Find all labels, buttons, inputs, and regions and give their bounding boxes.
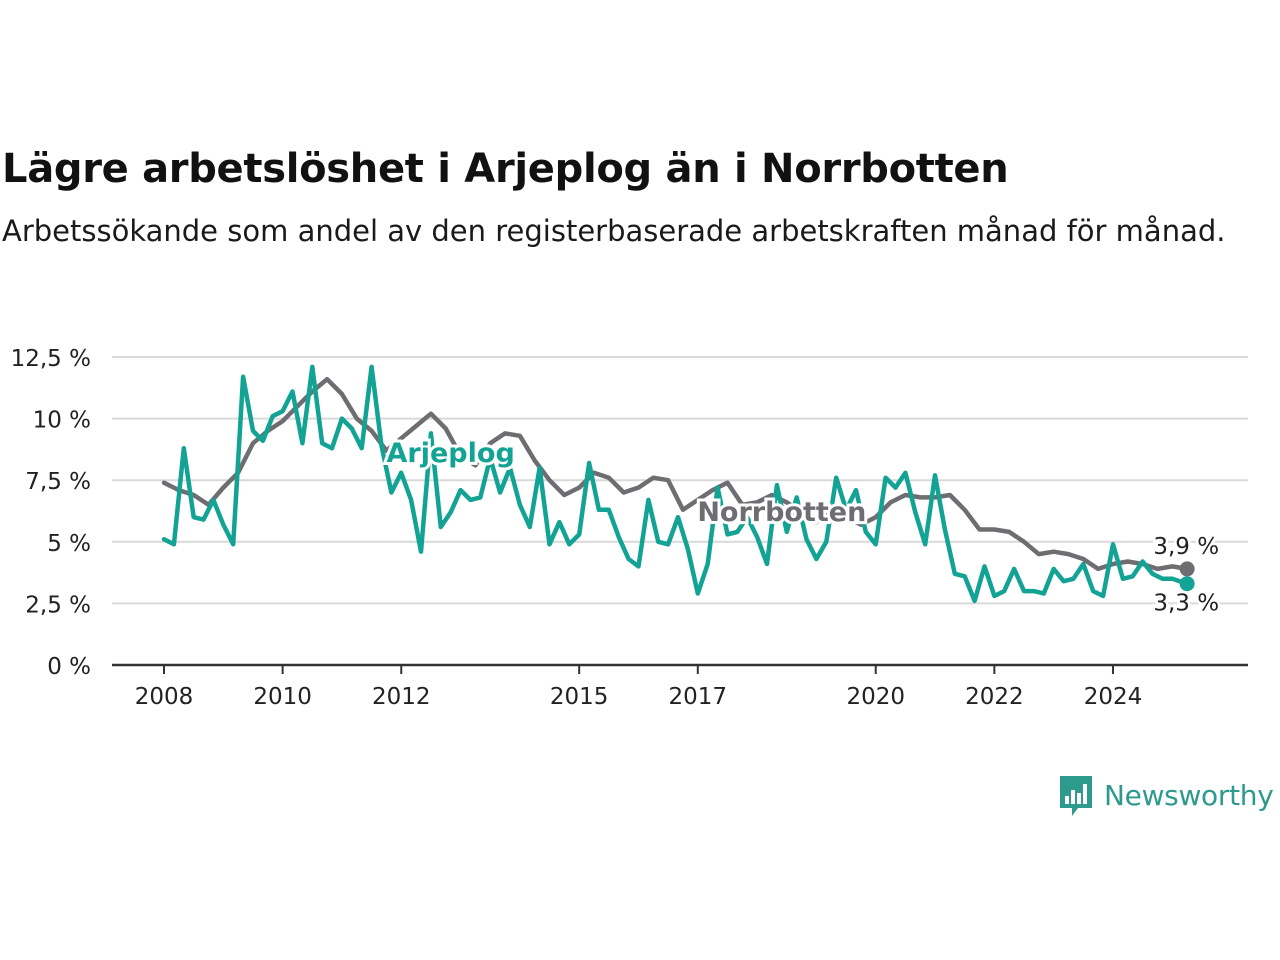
x-tick-label: 2022 bbox=[965, 684, 1024, 710]
end-point-arjeplog bbox=[1179, 576, 1195, 592]
y-tick-label: 5 % bbox=[47, 531, 91, 557]
y-tick-label: 10 % bbox=[33, 408, 91, 434]
series-line-arjeplog bbox=[161, 364, 1190, 604]
series-name-label-norrbotten: Norrbotten bbox=[697, 497, 866, 528]
y-axis-ticks: 0 % 2,5 % 5 % 7,5 % 10 % 12,5 % bbox=[11, 346, 91, 680]
y-tick-label: 7,5 % bbox=[25, 469, 91, 495]
series-labels: 3,9 % 3,3 % Arjeplog Norrbotten bbox=[384, 435, 1222, 619]
y-tick-label: 12,5 % bbox=[11, 346, 91, 372]
x-tick-label: 2017 bbox=[669, 684, 728, 710]
end-value-label: 3,3 % bbox=[1153, 591, 1219, 617]
grid-lines bbox=[112, 356, 1248, 605]
x-tick-label: 2010 bbox=[253, 684, 312, 710]
series-lines bbox=[161, 364, 1195, 604]
end-point-norrbotten bbox=[1179, 561, 1195, 577]
brand-name: Newsworthy bbox=[1104, 778, 1274, 812]
bar-chart-speech-bubble-icon bbox=[1060, 776, 1092, 816]
x-tick-label: 2008 bbox=[135, 684, 194, 710]
series-name-label-arjeplog: Arjeplog bbox=[387, 438, 515, 469]
brand-logo: Newsworthy bbox=[1058, 772, 1274, 818]
x-tick-label: 2015 bbox=[550, 684, 609, 710]
y-tick-label: 0 % bbox=[47, 654, 91, 680]
x-tick-label: 2020 bbox=[846, 684, 905, 710]
end-value-label: 3,9 % bbox=[1153, 534, 1219, 560]
x-tick-label: 2024 bbox=[1084, 684, 1143, 710]
x-tick-label: 2012 bbox=[372, 684, 431, 710]
y-tick-label: 2,5 % bbox=[25, 592, 91, 618]
chart-title: Lägre arbetslöshet i Arjeplog än i Norrb… bbox=[2, 146, 1009, 192]
chart-subtitle: Arbetssökande som andel av den registerb… bbox=[2, 214, 1226, 248]
x-axis-ticks: 2008 2010 2012 2015 2017 2020 2022 2024 bbox=[112, 663, 1248, 710]
series-line-norrbotten bbox=[161, 376, 1190, 572]
